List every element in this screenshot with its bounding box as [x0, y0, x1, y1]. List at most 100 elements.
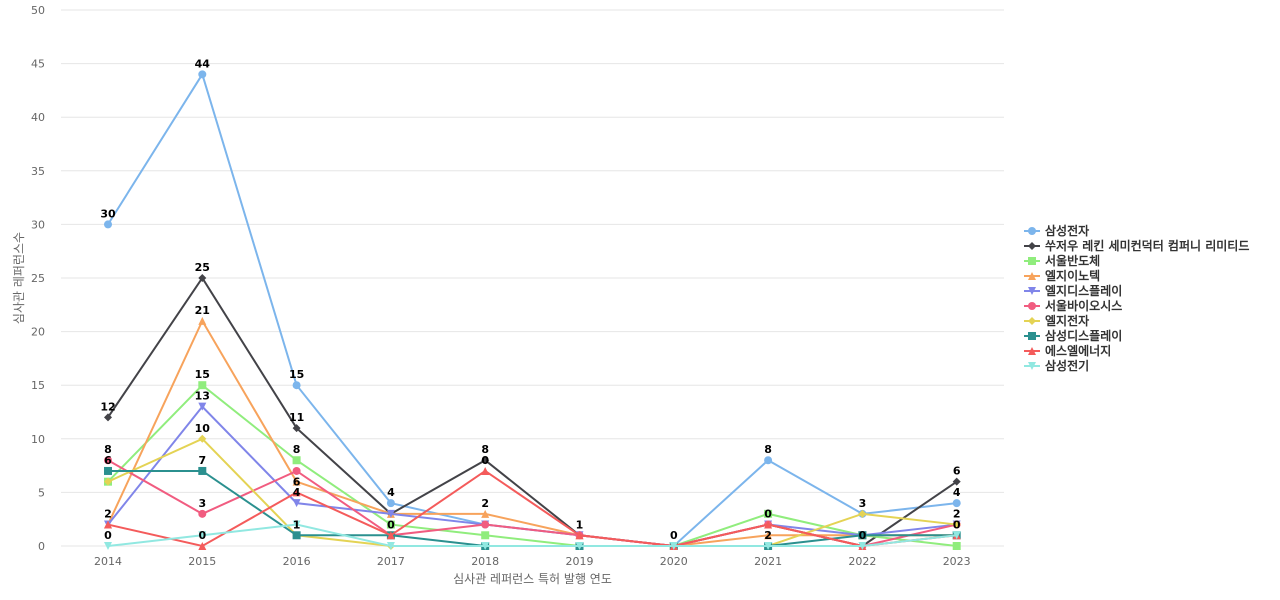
series-8 — [104, 466, 961, 550]
data-point — [481, 542, 490, 550]
data-label: 2 — [104, 508, 112, 521]
data-point — [198, 274, 207, 282]
legend-marker — [1028, 347, 1036, 355]
data-label: 1 — [576, 518, 584, 531]
legend-label: 엘지이노텍 — [1045, 268, 1100, 283]
legend-item[interactable]: 서울반도체 — [1024, 253, 1100, 268]
legend-label: 삼성전자 — [1045, 223, 1089, 238]
x-tick-label: 2021 — [754, 555, 782, 568]
series-lines — [104, 70, 961, 550]
legend-marker — [1028, 317, 1036, 325]
series-1 — [104, 274, 961, 550]
x-tick-label: 2017 — [377, 555, 405, 568]
legend-item[interactable]: 삼성디스플레이 — [1024, 328, 1122, 343]
data-point — [764, 456, 773, 465]
x-tick-label: 2016 — [283, 555, 311, 568]
y-tick-label: 50 — [31, 4, 45, 17]
legend-marker — [1028, 287, 1036, 295]
data-point — [386, 499, 395, 508]
data-point — [104, 477, 112, 486]
data-point — [858, 531, 867, 540]
data-label: 11 — [289, 411, 304, 424]
data-point — [386, 520, 395, 529]
data-label: 0 — [481, 454, 489, 467]
data-point — [764, 509, 773, 518]
legend-item[interactable]: 삼성전자 — [1024, 223, 1089, 238]
grid — [61, 9, 1004, 547]
legend-marker — [1028, 302, 1036, 310]
legend-item[interactable]: 삼성전기 — [1024, 358, 1089, 373]
data-point — [952, 531, 961, 540]
data-point — [104, 220, 112, 229]
y-tick-label: 10 — [31, 433, 45, 446]
series-line — [107, 71, 957, 548]
series-line — [107, 318, 957, 548]
x-axis-ticks: 2014 2015 2016 2017 2018 2019 2020 2021 2022 2023 — [94, 555, 971, 568]
data-point — [952, 542, 961, 550]
legend-marker — [1028, 242, 1036, 250]
legend-marker — [1028, 227, 1036, 235]
series-line — [107, 469, 957, 548]
data-label: 0 — [104, 529, 112, 542]
data-label: 1 — [293, 518, 301, 531]
data-point — [481, 531, 490, 540]
legend-marker — [1028, 332, 1036, 340]
data-label: 8 — [481, 443, 489, 456]
series-0 — [104, 70, 961, 550]
y-tick-label: 15 — [31, 379, 45, 392]
legend-label: 엘지디스플레이 — [1045, 283, 1122, 298]
data-point — [198, 70, 207, 79]
data-point — [104, 520, 112, 529]
data-label: 44 — [195, 57, 211, 70]
data-point — [292, 477, 301, 486]
data-point — [292, 499, 301, 508]
data-point — [198, 466, 207, 475]
data-point — [104, 413, 112, 422]
x-tick-label: 2023 — [943, 555, 971, 568]
data-label: 25 — [195, 261, 210, 274]
data-label: 8 — [764, 443, 772, 456]
data-point — [764, 542, 773, 550]
series-7 — [104, 466, 961, 550]
legend-label: 삼성전기 — [1045, 358, 1089, 373]
data-label: 0 — [387, 518, 395, 531]
data-point — [575, 531, 584, 540]
y-tick-label: 30 — [31, 218, 45, 231]
legend-item[interactable]: 서울바이오시스 — [1024, 298, 1122, 313]
x-tick-label: 2014 — [94, 555, 122, 568]
data-label: 10 — [195, 422, 211, 435]
y-tick-label: 0 — [38, 540, 45, 553]
data-label: 15 — [195, 368, 210, 381]
legend-item[interactable]: 쑤저우 레킨 세미컨덕터 컴퍼니 리미티드 — [1024, 238, 1249, 253]
legend-item[interactable]: 엘지이노텍 — [1024, 268, 1100, 283]
x-tick-label: 2022 — [848, 555, 876, 568]
legend-item[interactable]: 엘지디스플레이 — [1024, 283, 1122, 298]
legend-item[interactable]: 엘지전자 — [1024, 313, 1089, 328]
data-point — [292, 381, 301, 390]
y-axis-ticks: 0 5 10 15 20 25 30 35 40 45 50 — [31, 4, 45, 553]
y-tick-label: 5 — [38, 486, 45, 499]
data-label: 6 — [953, 465, 961, 478]
data-label: 6 — [104, 454, 112, 467]
data-point — [952, 520, 961, 529]
data-label: 6 — [293, 475, 301, 488]
data-point — [669, 542, 678, 550]
data-point — [764, 531, 773, 540]
legend-label: 서울반도체 — [1045, 253, 1100, 268]
x-tick-label: 2019 — [566, 555, 594, 568]
legend-item[interactable]: 에스엘에너지 — [1024, 343, 1111, 358]
data-point — [198, 531, 207, 540]
data-point — [104, 456, 112, 465]
x-tick-label: 2020 — [660, 555, 688, 568]
series-9 — [104, 520, 961, 550]
data-point — [764, 520, 773, 529]
data-point — [198, 509, 207, 518]
data-label: 4 — [953, 486, 961, 499]
data-label: 0 — [953, 518, 961, 531]
legend-marker — [1028, 272, 1036, 280]
legend-marker — [1028, 362, 1036, 370]
series-line — [107, 523, 957, 547]
series-line — [107, 383, 957, 547]
